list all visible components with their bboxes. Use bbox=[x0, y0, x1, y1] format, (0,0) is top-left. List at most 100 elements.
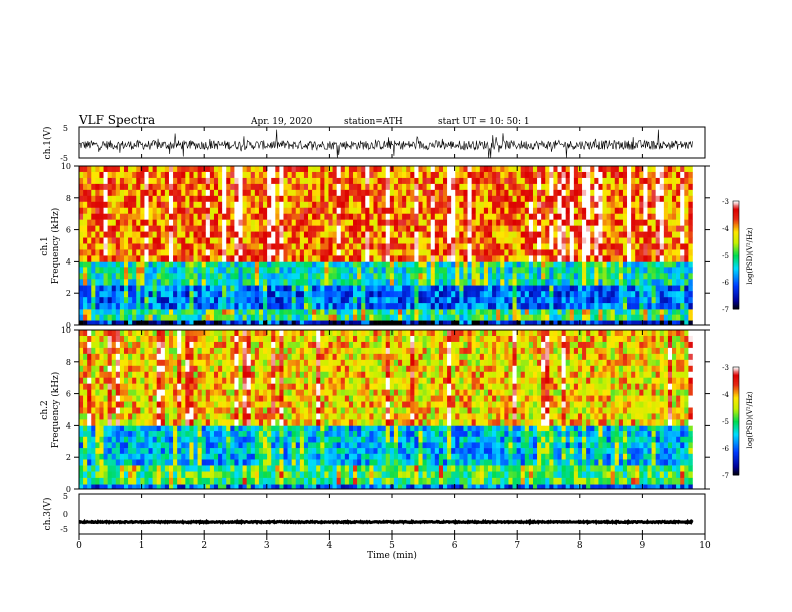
spectrogram-cell bbox=[508, 243, 513, 250]
spectrogram-cell bbox=[639, 219, 644, 226]
spectrogram-cell bbox=[353, 309, 358, 315]
spectrogram-cell bbox=[254, 477, 260, 485]
spectrogram-cell bbox=[316, 484, 321, 490]
spectrogram-cell bbox=[263, 279, 268, 286]
spectrogram-cell bbox=[627, 201, 632, 209]
spectrogram-cell bbox=[119, 273, 125, 280]
spectrogram-cell bbox=[181, 425, 186, 432]
spectrogram-cell bbox=[320, 225, 325, 232]
spectrogram-cell bbox=[144, 459, 149, 466]
spectrogram-cell bbox=[324, 273, 329, 280]
spectrogram-cell bbox=[492, 249, 497, 256]
spectrogram-cell bbox=[385, 183, 391, 191]
spectrogram-cell bbox=[590, 465, 595, 472]
spectrogram-cell bbox=[487, 320, 493, 326]
spectrogram-cell bbox=[361, 177, 366, 185]
spectrogram-cell bbox=[332, 249, 337, 256]
spectrogram-cell bbox=[119, 249, 125, 256]
spectrogram-cell bbox=[475, 303, 481, 310]
spectrogram-cell bbox=[516, 297, 522, 304]
spectrogram-cell bbox=[639, 285, 644, 292]
spectrogram-cell bbox=[618, 201, 624, 209]
spectrogram-cell bbox=[516, 189, 522, 197]
spectrogram-cell bbox=[312, 279, 317, 286]
spectrogram-cell bbox=[230, 477, 235, 485]
spectrogram-cell bbox=[492, 225, 497, 232]
spectrogram-cell bbox=[475, 231, 481, 238]
spectrogram-cell bbox=[258, 171, 264, 179]
spectrogram-cell bbox=[532, 249, 538, 256]
spectrogram-cell bbox=[467, 285, 472, 292]
spectrogram-cell bbox=[520, 273, 526, 280]
spectrogram-cell bbox=[344, 273, 350, 280]
spectrogram-cell bbox=[410, 166, 415, 173]
spectrogram-cell bbox=[672, 279, 677, 286]
spectrogram-cell bbox=[541, 183, 546, 191]
spectrogram-cell bbox=[512, 237, 517, 244]
spectrogram-cell bbox=[406, 314, 411, 321]
spectrogram-cell bbox=[569, 471, 575, 479]
spectrogram-cell bbox=[545, 171, 550, 179]
spectrogram-cell bbox=[119, 166, 125, 173]
spectrogram-cell bbox=[316, 219, 321, 226]
spectrogram-cell bbox=[651, 320, 656, 326]
spectrogram-cell bbox=[303, 201, 309, 209]
spectrogram-cell bbox=[590, 279, 595, 286]
spectrogram-cell bbox=[111, 231, 117, 238]
spectrogram-cell bbox=[128, 267, 133, 274]
spectrogram-cell bbox=[545, 195, 550, 203]
spectrogram-cell bbox=[115, 231, 121, 238]
spectrogram-cell bbox=[168, 267, 174, 274]
spectrogram-cell bbox=[353, 303, 358, 310]
spectrogram-cell bbox=[222, 320, 227, 326]
spectrogram-cell bbox=[565, 477, 571, 485]
spectrogram-cell bbox=[438, 291, 444, 298]
spectrogram-cell bbox=[487, 291, 493, 298]
spectrogram-cell bbox=[475, 297, 481, 304]
spectrogram-cell bbox=[156, 471, 162, 479]
spectrogram-cell bbox=[152, 453, 158, 460]
spectrogram-cell bbox=[455, 177, 460, 185]
spectrogram-cell bbox=[111, 314, 117, 321]
spectrogram-cell bbox=[410, 465, 415, 472]
spectrogram-cell bbox=[602, 255, 607, 262]
spectrogram-cell bbox=[422, 273, 427, 280]
spectrogram-cell bbox=[79, 477, 84, 485]
spectrogram-cell bbox=[152, 320, 158, 326]
spectrogram-cell bbox=[406, 484, 411, 490]
spectrogram-cell bbox=[246, 291, 252, 298]
spectrogram-cell bbox=[107, 431, 113, 438]
spectrogram-cell bbox=[115, 477, 121, 485]
spectrogram-cell bbox=[647, 465, 652, 472]
spectrogram-cell bbox=[271, 183, 276, 191]
spectrogram-cell bbox=[87, 177, 92, 185]
spectrogram-cell bbox=[132, 195, 137, 203]
spectrogram-cell bbox=[316, 285, 321, 292]
spectrogram-cell bbox=[242, 273, 247, 280]
spectrogram-cell bbox=[263, 471, 268, 479]
spectrogram-cell bbox=[549, 285, 554, 292]
spectrogram-cell bbox=[79, 436, 84, 443]
spectrogram-cell bbox=[271, 309, 276, 315]
spectrogram-cell bbox=[213, 465, 219, 472]
spectrogram-cell bbox=[471, 219, 477, 226]
spectrogram-cell bbox=[496, 225, 501, 232]
spectrogram-cell bbox=[610, 225, 616, 232]
spectrogram-cell bbox=[348, 484, 354, 490]
spectrogram-cell bbox=[287, 231, 292, 238]
spectrogram-cell bbox=[610, 201, 616, 209]
spectrogram-cell bbox=[504, 189, 509, 197]
spectrogram-cell bbox=[524, 201, 530, 209]
spectrogram-cell bbox=[635, 484, 640, 490]
spectrogram-cell bbox=[79, 285, 84, 292]
spectrogram-cell bbox=[238, 171, 243, 179]
spectrogram-cell bbox=[373, 195, 378, 203]
spectrogram-cell bbox=[422, 183, 427, 191]
spectrogram-cell bbox=[238, 465, 243, 472]
spectrogram-cell bbox=[128, 249, 133, 256]
spectrogram-cell bbox=[295, 297, 301, 304]
spectrogram-cell bbox=[185, 267, 190, 274]
spectrogram-cell bbox=[688, 231, 693, 238]
spectrogram-cell bbox=[95, 166, 100, 173]
spectrogram-cell bbox=[254, 320, 260, 326]
